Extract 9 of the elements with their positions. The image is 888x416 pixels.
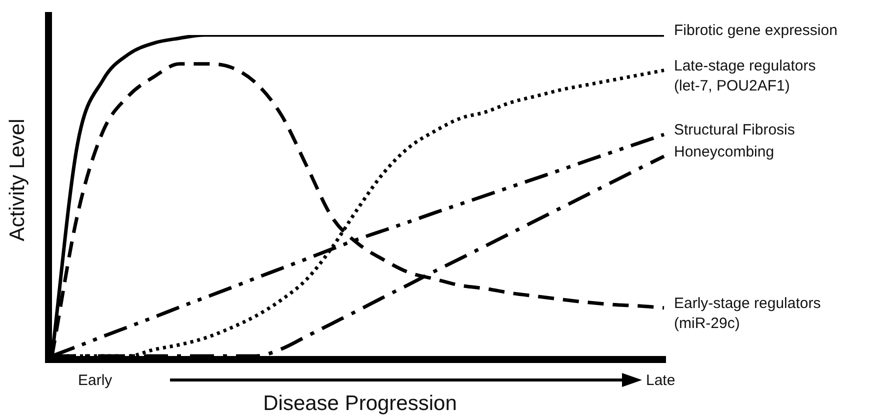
series-label: Early-stage regulators (miR-29c) xyxy=(674,294,821,332)
series-label: Structural Fibrosis xyxy=(674,122,795,139)
series-label: Late-stage regulators (let-7, POU2AF1) xyxy=(674,57,816,94)
y-axis-title: Activity Level xyxy=(6,118,30,242)
text: Late xyxy=(646,372,676,389)
series-label: Fibrotic gene expression xyxy=(674,22,838,40)
x-axis-title: Disease Progression xyxy=(263,392,457,416)
text: Early xyxy=(78,372,112,389)
series-label: Honeycombing xyxy=(674,143,774,160)
